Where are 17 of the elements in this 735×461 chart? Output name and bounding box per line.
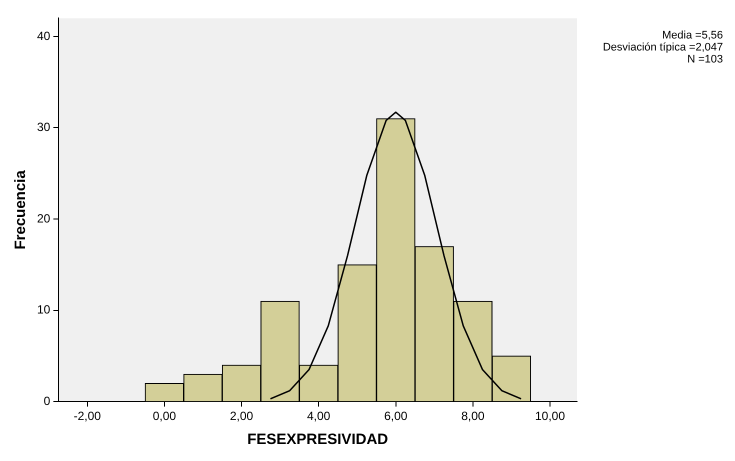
x-tick-label: 4,00 [306, 409, 331, 424]
text: Media =5,56 [662, 30, 723, 42]
y-tick-label: 0 [44, 394, 51, 408]
x-tick-label: 0,00 [152, 409, 176, 424]
x-tick-label: -2,00 [74, 409, 102, 424]
x-tick-label: 10,00 [534, 409, 566, 424]
x-tick-label: 6,00 [384, 409, 408, 424]
x-tick-label: 8,00 [461, 409, 485, 424]
y-axis-title: Frecuencia [12, 170, 30, 250]
text: N =103 [687, 54, 723, 66]
y-tick-label: 40 [36, 28, 51, 43]
text: Desviación típica =2,047 [602, 42, 723, 54]
y-tick-label: 30 [36, 120, 51, 134]
y-tick-label: 20 [36, 211, 51, 226]
y-tick-label: 10 [36, 302, 51, 317]
x-tick-label: 2,00 [230, 409, 254, 424]
x-axis-title: FESEXPRESIVIDAD [247, 431, 388, 448]
